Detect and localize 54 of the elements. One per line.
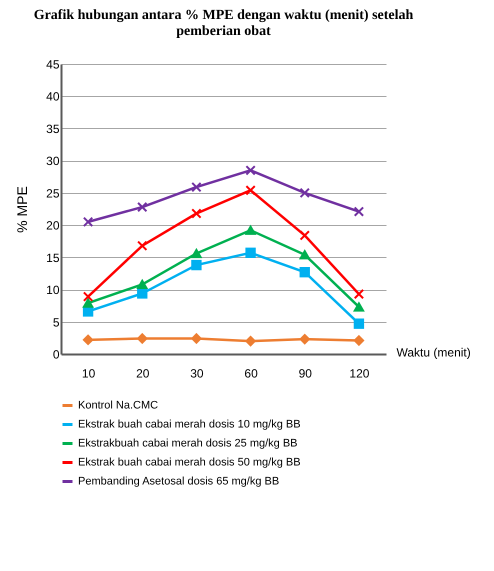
legend-label: Ekstrak buah cabai merah dosis 50 mg/kg BB: [78, 456, 301, 468]
y-tick-label: 40: [46, 90, 60, 104]
point: [300, 250, 310, 260]
point: [300, 266, 310, 278]
point: [300, 230, 310, 241]
y-tick-label: 10: [46, 283, 60, 298]
point: [137, 240, 148, 251]
point: [191, 260, 202, 270]
point: [245, 185, 256, 196]
x-tick-label: 10: [82, 366, 96, 380]
point: [82, 216, 94, 228]
point: [82, 306, 94, 317]
y-tick-label: 30: [46, 154, 60, 168]
point: [82, 334, 94, 346]
point: [191, 182, 202, 192]
y-tick-label: 15: [46, 250, 60, 265]
point: [354, 318, 364, 329]
x-axis-title: Waktu (menit): [396, 346, 471, 360]
point: [137, 288, 148, 299]
y-tick-label: 20: [46, 218, 60, 233]
point: [245, 248, 256, 258]
point: [137, 333, 148, 344]
y-axis-title: % MPE: [14, 186, 30, 233]
legend-label: Ekstrakbuah cabai merah dosis 25 mg/kg BB: [78, 438, 298, 450]
point: [82, 291, 94, 302]
point: [137, 280, 148, 290]
y-tick-label: 25: [46, 186, 60, 200]
point: [245, 165, 256, 176]
point: [191, 208, 202, 219]
point: [354, 302, 364, 312]
point: [191, 333, 202, 344]
y-tick-label: 5: [52, 315, 60, 330]
point: [300, 334, 310, 344]
point: [191, 248, 202, 258]
point: [354, 288, 364, 300]
legend-label: Kontrol Na.CMC: [78, 400, 158, 412]
legend-label: Pembanding Asetosal dosis 65 mg/kg BB: [78, 476, 280, 488]
point: [82, 298, 94, 308]
legend-label: Ekstrak buah cabai merah dosis 10 mg/kg BB: [78, 418, 301, 430]
y-tick-label: 45: [46, 58, 60, 72]
x-tick-label: 30: [190, 366, 204, 380]
point: [354, 206, 364, 217]
point: [137, 202, 148, 212]
point: [300, 188, 310, 198]
x-tick-label: 120: [349, 366, 370, 380]
x-tick-label: 20: [136, 366, 150, 380]
y-tick-label: 0: [52, 348, 60, 362]
point: [354, 335, 364, 346]
point: [245, 336, 256, 346]
y-tick-label: 35: [46, 122, 60, 136]
x-tick-label: 60: [244, 366, 258, 380]
chart-title: Grafik hubungan antara % MPE dengan waktu (menit) setelah pemberian obat: [34, 8, 414, 39]
point: [245, 226, 256, 235]
x-tick-label: 90: [298, 366, 312, 380]
